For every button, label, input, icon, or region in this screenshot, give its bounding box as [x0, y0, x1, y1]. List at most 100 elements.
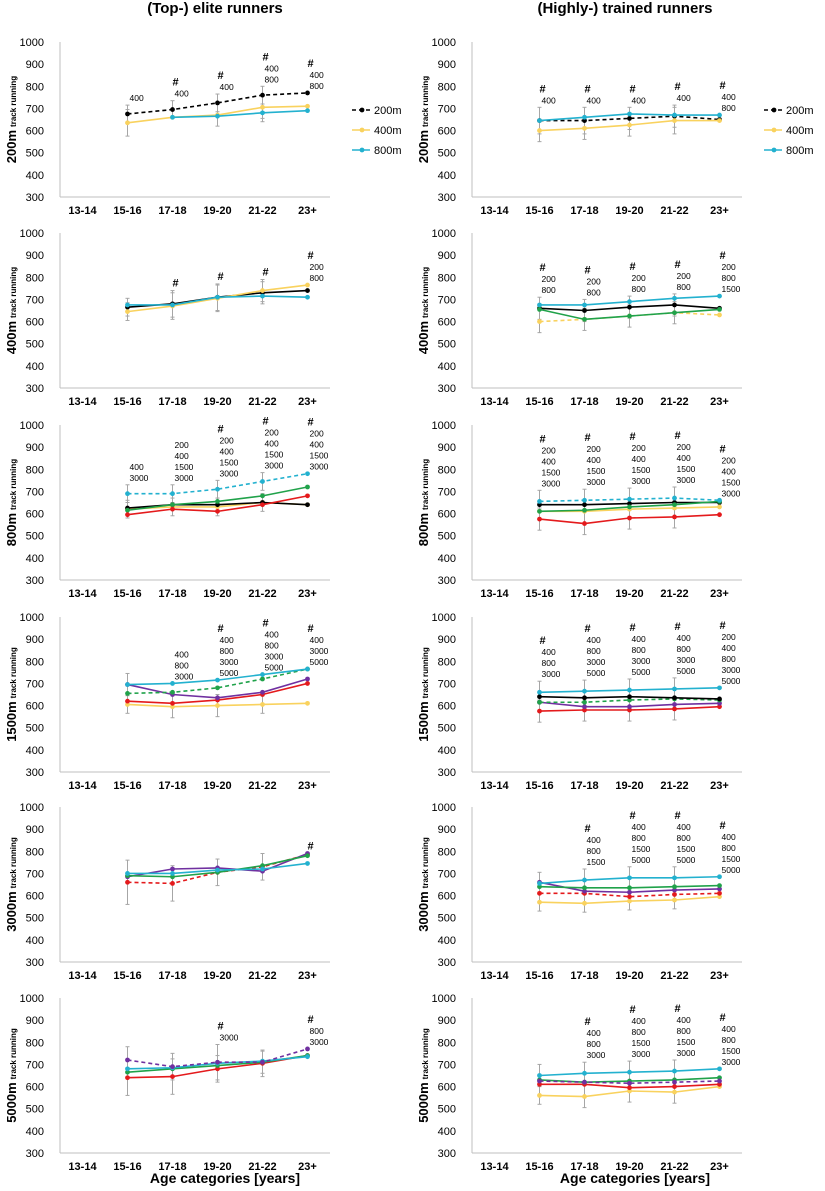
y-tick-label: 300: [438, 1148, 456, 1160]
data-point-3000m: [672, 1084, 677, 1089]
annotation-label: 5000: [310, 657, 329, 667]
annotation-label: 800: [542, 658, 556, 668]
y-tick-label: 900: [26, 824, 44, 836]
x-tick-label: 19-20: [615, 970, 643, 982]
y-axis-title-event: 400m: [416, 321, 431, 354]
data-point-1500m: [125, 1069, 130, 1075]
annotation-label: 5000: [722, 676, 741, 686]
data-point-200m: [582, 118, 587, 124]
data-point-800m: [582, 877, 587, 883]
legend-label: 800m: [374, 145, 402, 157]
annotation-label: 5000: [587, 668, 606, 678]
x-tick-label: 21-22: [660, 396, 688, 408]
annotation-label: 1500: [677, 844, 696, 854]
data-point-800m: [627, 687, 632, 693]
y-tick-label: 800: [26, 1037, 44, 1049]
data-point-3000m: [170, 506, 175, 512]
data-point-3000m: [170, 700, 175, 706]
y-axis-title: 1500m track running: [416, 647, 431, 742]
data-point-800m: [125, 871, 130, 876]
significance-mark: #: [719, 250, 725, 262]
data-point-5000m: [260, 689, 265, 695]
annotation-label: 800: [310, 81, 324, 91]
legend-label: 800m: [786, 145, 814, 157]
y-axis-title-event: 1500m: [4, 701, 19, 741]
data-point-800m: [170, 681, 175, 686]
y-axis-title-event: 3000m: [4, 891, 19, 931]
annotation-label: 1500: [722, 477, 741, 487]
annotation-label: 3000: [632, 1049, 651, 1059]
data-point-200m: [215, 100, 220, 106]
data-point-800m: [627, 1069, 632, 1075]
annotation-label: 3000: [175, 473, 194, 483]
annotation-label: 400: [175, 649, 189, 659]
y-tick-label: 1000: [20, 228, 44, 240]
data-point-3000m: [627, 515, 632, 521]
annotation-label: 800: [722, 843, 736, 853]
data-point-800m: [260, 293, 265, 299]
annotation-label: 400: [310, 70, 324, 80]
annotation-label: 1500: [542, 467, 561, 477]
y-tick-label: 800: [438, 81, 456, 93]
chart-panel-400m-trained: 400m track running 300 400 500 600 700 800 900 10…: [412, 208, 824, 408]
y-axis-title: 5000m track running: [4, 1028, 19, 1123]
annotation-label: 400: [632, 822, 646, 832]
data-point-3000m: [125, 879, 130, 885]
chart-svg: 400m track running 300 400 500 600 700 800 900 10…: [416, 228, 742, 408]
significance-mark: #: [262, 618, 268, 630]
y-axis-title: 800m track running: [4, 459, 19, 546]
significance-mark: #: [539, 635, 545, 647]
x-tick-label: 19-20: [203, 396, 231, 408]
annotation-label: 800: [587, 287, 601, 297]
x-tick-label: 19-20: [615, 588, 643, 600]
significance-mark: #: [674, 81, 680, 93]
data-point-3000m: [672, 706, 677, 712]
x-tick-label: 13-14: [480, 396, 509, 408]
legend-marker-400m: [771, 127, 777, 133]
annotation-label: 3000: [632, 656, 651, 666]
series-line-1500m: [539, 698, 720, 704]
y-tick-label: 700: [438, 868, 456, 880]
chart-panel-400m-elite: 400m track running 300 400 500 600 700 800 900 10…: [0, 208, 412, 408]
data-point-400m: [582, 1094, 587, 1099]
x-tick-label: 17-18: [570, 205, 598, 217]
x-tick-label: 21-22: [248, 588, 276, 600]
annotation-label: 200: [310, 262, 324, 272]
data-point-3000m: [717, 1081, 722, 1087]
y-tick-label: 700: [26, 294, 44, 306]
x-tick-label: 15-16: [113, 588, 141, 600]
x-tick-label: 19-20: [203, 588, 231, 600]
annotation-label: 400: [175, 89, 189, 99]
series-line-800m: [172, 109, 308, 119]
chart-svg: 800m track running 300 400 500 600 700 800 900 10…: [4, 416, 330, 600]
x-tick-label: 15-16: [525, 588, 553, 600]
data-point-3000m: [305, 493, 310, 499]
y-axis-title: 3000m track running: [416, 837, 431, 932]
annotation-label: 3000: [220, 1033, 239, 1043]
data-point-800m: [717, 1066, 722, 1072]
significance-mark: #: [539, 262, 545, 274]
annotation-label: 800: [175, 660, 189, 670]
data-point-1500m: [627, 697, 632, 703]
annotation-label: 200: [542, 274, 556, 284]
y-axis-title: 3000m track running: [4, 837, 19, 932]
y-axis-title-suffix: track running: [421, 267, 430, 318]
data-point-5000m: [672, 1079, 677, 1085]
data-point-1500m: [260, 493, 265, 499]
y-tick-label: 600: [26, 126, 44, 138]
data-point-3000m: [215, 508, 220, 514]
annotation-label: 3000: [677, 1048, 696, 1058]
data-point-3000m: [125, 512, 130, 518]
y-tick-label: 600: [26, 317, 44, 329]
annotation-label: 1500: [632, 1038, 651, 1048]
x-tick-label: 21-22: [660, 588, 688, 600]
annotation-label: 800: [632, 1027, 646, 1037]
x-tick-label: 17-18: [570, 396, 598, 408]
annotation-label: 200: [722, 262, 736, 272]
y-tick-label: 500: [26, 913, 44, 925]
y-axis-title: 400m track running: [416, 267, 431, 354]
y-axis-title-suffix: track running: [9, 837, 18, 888]
annotation-label: 3000: [310, 462, 329, 472]
significance-mark: #: [719, 1012, 725, 1024]
y-tick-label: 500: [438, 913, 456, 925]
